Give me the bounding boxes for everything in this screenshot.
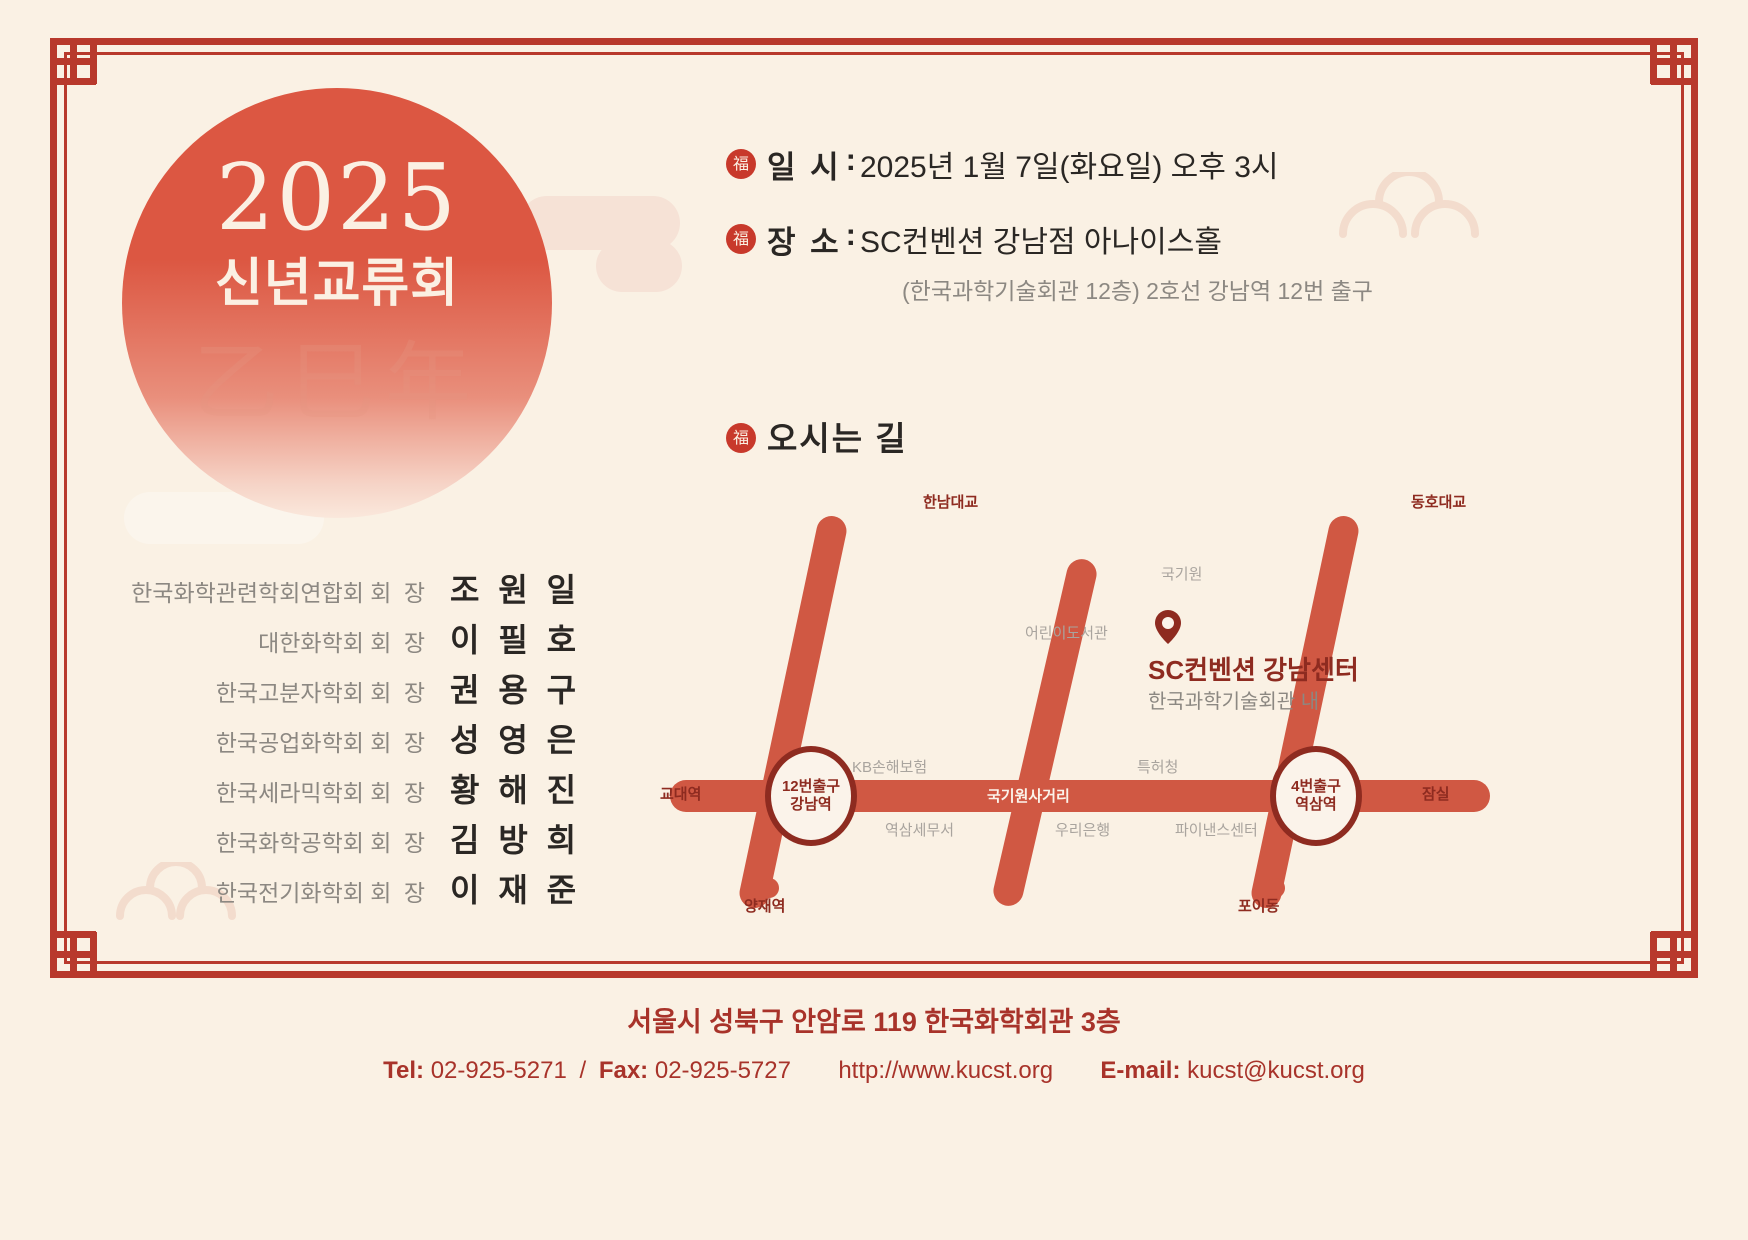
map-station-yeoksam[interactable]: 4번출구 역삼역: [1270, 746, 1362, 846]
cloud-decor-2: [596, 240, 682, 292]
list-item: 한국고분자학회 회 장 권 용 구: [120, 665, 580, 715]
list-item: 한국화학공학회 회 장 김 방 희: [120, 815, 580, 865]
fortune-badge-icon: 福: [726, 149, 756, 179]
corner-ornament-bottom-right: [1633, 914, 1697, 978]
map-landmark-finance-center: 파이낸스센터: [1175, 822, 1258, 839]
map-label-hannam-bridge: 한남대교: [923, 494, 979, 511]
hero-watermark: 乙巳年: [193, 333, 481, 433]
footer-email-label: E-mail:: [1100, 1057, 1181, 1084]
info-colon-datetime: :: [845, 142, 856, 177]
list-item: 한국화학관련학회연합회 회 장 조 원 일: [120, 565, 580, 615]
corner-ornament-bottom-left: [50, 914, 114, 978]
footer-tel-value: 02-925-5271: [430, 1057, 567, 1084]
map-landmark-patent-office: 특허청: [1137, 759, 1179, 776]
info-label-venue: 장 소: [767, 225, 842, 260]
map-label-dongho-bridge: 동호대교: [1411, 494, 1467, 511]
footer-address: 서울시 성북구 안암로 119 한국화학회관 3층: [627, 1007, 1121, 1037]
info-value-datetime: 2025년 1월 7일(화요일) 오후 3시: [859, 151, 1279, 184]
president-name-0: 조 원 일: [450, 572, 582, 608]
road-hannam-bridge: [736, 513, 850, 911]
footer: 서울시 성북구 안암로 119 한국화학회관 3층 Tel: 02-925-52…: [0, 1000, 1748, 1085]
president-name-5: 김 방 희: [450, 822, 582, 858]
president-name-3: 성 영 은: [450, 722, 582, 758]
directions-heading: 福 오시는 길: [726, 412, 908, 460]
map-landmark-woori-bank: 우리은행: [1055, 822, 1111, 839]
footer-fax-value: 02-925-5727: [654, 1057, 791, 1084]
arc-motif-top-right: [1339, 172, 1479, 238]
corner-ornament-top-left: [50, 38, 114, 102]
president-org-3: 한국공업화학회 회 장: [215, 730, 428, 756]
hero-subtitle: 신년교류회: [214, 255, 460, 313]
info-row-datetime: 福 일 시 : 2025년 1월 7일(화요일) 오후 3시: [726, 142, 1373, 187]
info-row-venue: 福 장 소 : SC컨벤션 강남점 아나이스홀: [726, 217, 1373, 262]
map-station-gangnam[interactable]: 12번출구 강남역: [765, 746, 857, 846]
hero-year: 2025: [215, 144, 459, 251]
map-venue-name: SC컨벤션 강남센터: [1148, 655, 1359, 685]
list-item: 한국세라믹학회 회 장 황 해 진: [120, 765, 580, 815]
info-note-venue: (한국과학기술회관 12층) 2호선 강남역 12번 출구: [902, 278, 1373, 304]
footer-fax-label: Fax:: [598, 1057, 649, 1084]
info-label-datetime: 일 시: [767, 150, 842, 185]
map-label-kukkiwon-intersection: 국기원사거리: [987, 788, 1070, 805]
president-name-4: 황 해 진: [450, 772, 582, 808]
president-name-2: 권 용 구: [450, 672, 582, 708]
info-value-venue: SC컨벤션 강남점 아나이스홀: [859, 226, 1222, 259]
fortune-badge-icon: 福: [726, 423, 756, 453]
footer-tel-label: Tel:: [383, 1057, 425, 1084]
info-colon-venue: :: [845, 217, 856, 252]
directions-title: 오시는 길: [767, 420, 908, 457]
map-label-poi-dong: 포이동: [1238, 898, 1280, 915]
map-station-gangnam-exit: 12번출구: [781, 778, 841, 795]
map-terminal-dot-yangjae: [759, 878, 779, 898]
fortune-badge-icon: 福: [726, 224, 756, 254]
president-name-6: 이 재 준: [450, 872, 582, 908]
map-terminal-dot-poidong: [1265, 878, 1285, 898]
map-label-jamsil: 잠실: [1422, 786, 1450, 803]
list-item: 한국전기화학회 회 장 이 재 준: [120, 865, 580, 915]
road-kukkiwon: [990, 556, 1100, 909]
president-org-2: 한국고분자학회 회 장: [215, 680, 428, 706]
map-landmark-childrens-library: 어린이도서관: [1025, 625, 1108, 642]
map-label-yangjae-station: 양재역: [744, 898, 786, 915]
footer-website-link[interactable]: http://www.kucst.org: [838, 1057, 1054, 1084]
president-org-0: 한국화학관련학회연합회 회 장: [131, 580, 428, 606]
president-org-1: 대한화학회 회 장: [258, 630, 428, 656]
map-pin-icon: [1155, 610, 1181, 644]
map-landmark-kb-insurance: KB손해보험: [852, 759, 928, 776]
footer-separator: /: [579, 1057, 587, 1084]
map-venue-subtitle: 한국과학기술회관 내: [1148, 691, 1320, 713]
hero-circle: [122, 88, 552, 518]
president-org-6: 한국전기화학회 회 장: [215, 880, 428, 906]
location-map: 한남대교 동호대교 양재역 포이동 교대역 잠실 국기원사거리 국기원 어린이도…: [640, 480, 1520, 930]
president-org-5: 한국화학공학회 회 장: [215, 830, 428, 856]
map-landmark-yeoksam-tax-office: 역삼세무서: [885, 822, 955, 839]
map-station-gangnam-name: 강남역: [790, 796, 832, 813]
event-info-block: 福 일 시 : 2025년 1월 7일(화요일) 오후 3시 福 장 소 : S…: [726, 142, 1373, 322]
footer-email-link[interactable]: kucst@kucst.org: [1187, 1057, 1365, 1084]
corner-ornament-top-right: [1633, 38, 1697, 102]
footer-contact: Tel: 02-925-5271 / Fax: 02-925-5727 http…: [0, 1057, 1748, 1085]
president-list: 한국화학관련학회연합회 회 장 조 원 일 대한화학회 회 장 이 필 호 한국…: [120, 565, 580, 915]
list-item: 한국공업화학회 회 장 성 영 은: [120, 715, 580, 765]
president-name-1: 이 필 호: [450, 622, 582, 658]
list-item: 대한화학회 회 장 이 필 호: [120, 615, 580, 665]
president-org-4: 한국세라믹학회 회 장: [215, 780, 428, 806]
map-label-gyodae-station: 교대역: [660, 786, 702, 803]
arc-motif-bottom-left: [116, 862, 236, 920]
map-station-yeoksam-exit: 4번출구: [1291, 778, 1341, 795]
map-landmark-kukkiwon: 국기원: [1161, 566, 1203, 583]
map-station-yeoksam-name: 역삼역: [1295, 796, 1337, 813]
